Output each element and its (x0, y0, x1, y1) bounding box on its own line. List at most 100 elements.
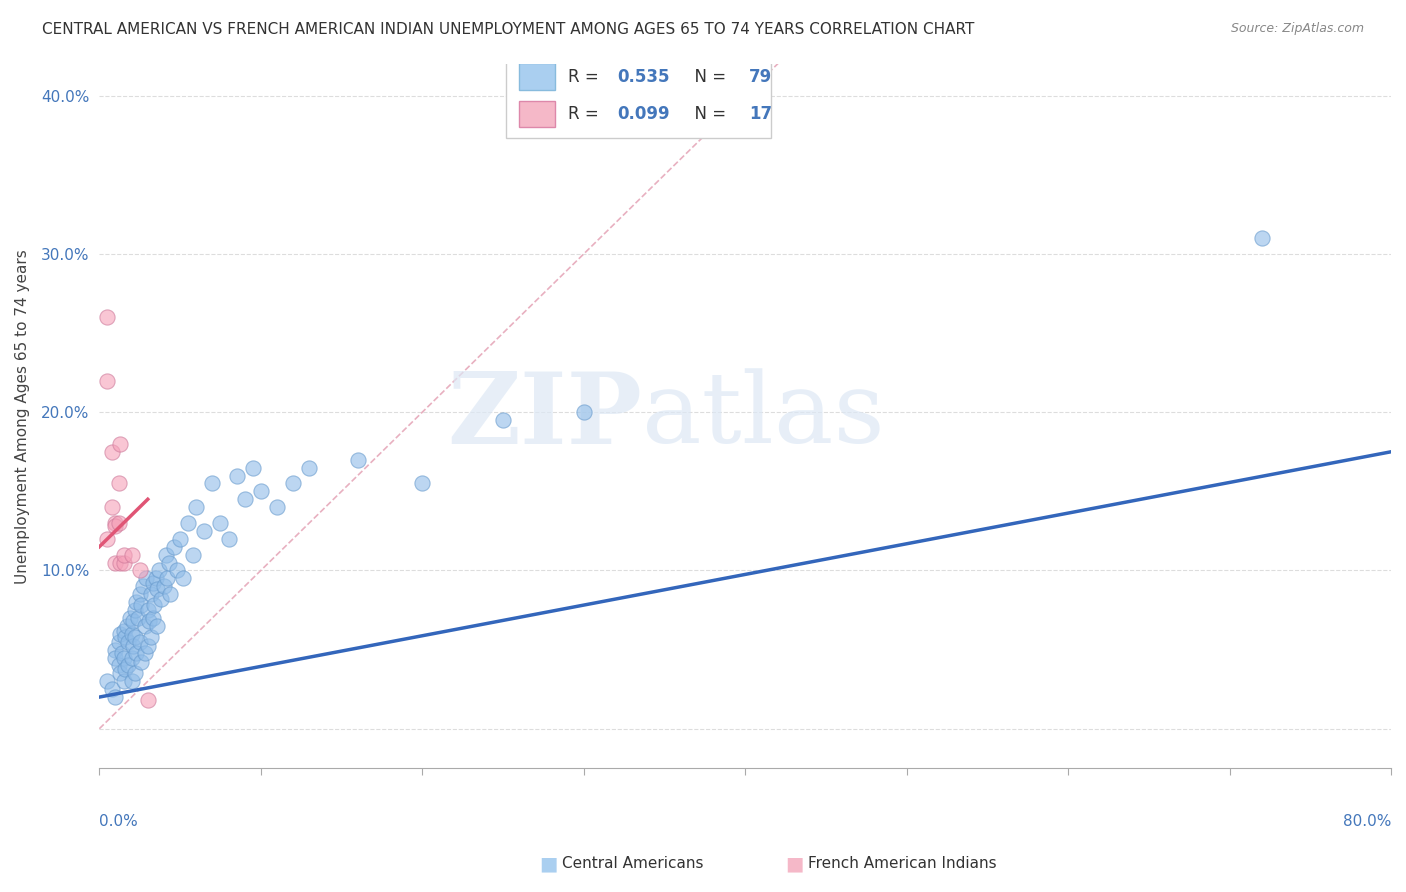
Point (298, 460, 321, 475)
Point (110, 556, 132, 570)
Text: Central Americans: Central Americans (562, 856, 704, 871)
Point (134, 619, 156, 633)
Point (572, 405, 595, 419)
Y-axis label: Unemployment Among Ages 65 to 74 years: Unemployment Among Ages 65 to 74 years (15, 249, 30, 583)
Point (146, 619, 169, 633)
Point (209, 516, 232, 530)
Point (96, 374, 118, 388)
Point (127, 611, 149, 625)
Point (156, 571, 179, 585)
Point (114, 662, 136, 676)
Point (181, 548, 204, 562)
Point (114, 630, 136, 644)
Point (104, 519, 127, 533)
Text: ■: ■ (538, 854, 558, 873)
Text: ZIP: ZIP (447, 368, 641, 465)
Point (143, 599, 166, 613)
Text: CENTRAL AMERICAN VS FRENCH AMERICAN INDIAN UNEMPLOYMENT AMONG AGES 65 TO 74 YEAR: CENTRAL AMERICAN VS FRENCH AMERICAN INDI… (42, 22, 974, 37)
Point (104, 556, 127, 570)
Point (201, 476, 224, 491)
Point (131, 655, 153, 669)
Point (169, 532, 191, 546)
Point (132, 579, 155, 593)
Point (117, 658, 139, 673)
Point (177, 516, 200, 530)
Point (159, 587, 181, 601)
Point (112, 548, 135, 562)
Point (112, 674, 135, 689)
Point (110, 666, 132, 681)
Point (111, 646, 134, 660)
Point (128, 587, 150, 601)
Point (281, 476, 304, 491)
Point (162, 540, 184, 554)
Text: 0.535: 0.535 (617, 68, 669, 86)
Point (104, 690, 127, 704)
Text: 79: 79 (749, 68, 772, 86)
Point (104, 642, 127, 657)
Point (266, 500, 288, 515)
Point (139, 630, 162, 644)
Point (107, 658, 129, 673)
Point (218, 532, 240, 546)
Point (112, 650, 135, 665)
Point (145, 571, 167, 585)
Point (155, 548, 177, 562)
Point (112, 556, 135, 570)
Point (101, 444, 124, 458)
Point (346, 452, 368, 467)
Text: N =: N = (685, 68, 733, 86)
Point (122, 614, 145, 628)
Text: N =: N = (685, 105, 733, 123)
Text: 17: 17 (749, 105, 772, 123)
Point (138, 614, 160, 628)
Point (117, 634, 139, 648)
Point (225, 468, 247, 483)
Point (139, 587, 162, 601)
Point (101, 682, 124, 697)
Point (166, 564, 188, 578)
Text: 0.099: 0.099 (617, 105, 669, 123)
Point (115, 619, 138, 633)
Point (149, 591, 172, 606)
Point (121, 674, 143, 689)
Point (148, 564, 170, 578)
Point (492, 413, 515, 427)
Point (1250, 231, 1272, 245)
Point (122, 640, 145, 654)
Point (96, 310, 118, 325)
Point (136, 693, 159, 707)
Point (135, 571, 157, 585)
Point (124, 603, 146, 617)
Point (124, 630, 146, 644)
Text: R =: R = (568, 105, 605, 123)
Point (157, 556, 180, 570)
Text: ■: ■ (785, 854, 804, 873)
Point (121, 627, 143, 641)
Text: R =: R = (568, 68, 605, 86)
Point (186, 500, 208, 515)
Point (142, 611, 165, 625)
Point (233, 492, 256, 507)
Text: French American Indians: French American Indians (808, 856, 997, 871)
Point (110, 627, 132, 641)
Point (134, 646, 156, 660)
Point (128, 634, 150, 648)
FancyBboxPatch shape (519, 63, 555, 90)
Point (121, 548, 143, 562)
Point (112, 624, 135, 638)
Point (128, 564, 150, 578)
Point (136, 603, 159, 617)
Point (142, 576, 165, 591)
Point (107, 634, 129, 648)
Point (153, 579, 176, 593)
Point (125, 646, 148, 660)
FancyBboxPatch shape (519, 101, 555, 128)
Point (125, 595, 148, 609)
Point (104, 516, 127, 530)
Point (242, 460, 264, 475)
Point (110, 437, 132, 451)
Point (136, 640, 159, 654)
Point (101, 500, 124, 515)
Point (121, 650, 143, 665)
